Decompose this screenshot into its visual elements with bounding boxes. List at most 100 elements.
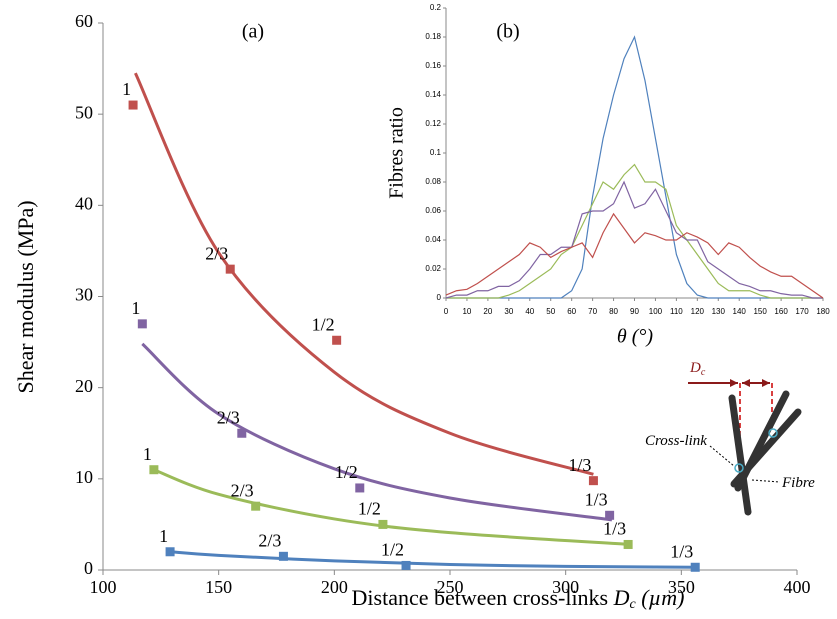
y-tick-label: 0.16 — [425, 61, 441, 70]
fibre — [730, 408, 802, 488]
y-tick-label: 0.04 — [425, 235, 441, 244]
inset-y-label: Fibres ratio — [386, 107, 408, 199]
x-tick-label: 170 — [795, 307, 809, 316]
pointer — [709, 445, 735, 467]
y-tick-label: 0 — [437, 293, 442, 302]
x-tick-label: 150 — [753, 307, 767, 316]
y-tick-label: 0.02 — [425, 264, 441, 273]
line — [445, 180, 823, 299]
y-tick-label: 0.08 — [425, 177, 441, 186]
inset-x-label: θ (°) — [617, 326, 653, 348]
x-tick-label: 30 — [504, 307, 513, 316]
x-tick-label: 150 — [205, 577, 232, 597]
arrowhead — [730, 379, 738, 387]
dc-sub: c — [701, 367, 706, 378]
x-tick-label: 60 — [567, 307, 576, 316]
x-tick-label: 200 — [321, 577, 348, 597]
x-tick-label: 90 — [630, 307, 639, 316]
x-tick-label: 140 — [733, 307, 747, 316]
y-tick-label: 0.12 — [425, 119, 441, 128]
x-tick-label: 350 — [668, 577, 695, 597]
x-tick-label: 10 — [462, 307, 471, 316]
line — [446, 35, 823, 299]
point-label: 1/2 — [312, 314, 335, 334]
x-axis-label: Distance between cross-links Dc (µm) — [352, 585, 685, 615]
point-label: 1/3 — [670, 541, 693, 561]
marker — [605, 510, 615, 520]
fit-curve — [153, 468, 631, 546]
y-tick-label: 0.18 — [425, 32, 441, 41]
x-tick-label: 80 — [609, 307, 618, 316]
marker — [355, 483, 365, 493]
marker — [332, 335, 342, 345]
y-tick-label: 40 — [75, 193, 93, 213]
fibre-label: Fibre — [781, 475, 815, 491]
chart-title: (a) — [242, 21, 264, 43]
fit-curve — [169, 550, 696, 569]
point-label: 1/3 — [585, 489, 608, 509]
point-label: 1 — [159, 526, 168, 546]
y-tick-label: 0.1 — [430, 148, 442, 157]
point-label: 1 — [131, 298, 140, 318]
point-label: 2/3 — [258, 530, 281, 550]
marker — [401, 560, 411, 570]
dc-label: Dc — [689, 360, 706, 378]
x-tick-label: 110 — [670, 307, 683, 316]
line — [446, 163, 823, 299]
cross-link — [768, 428, 778, 438]
x-tick-label: 180 — [816, 307, 830, 316]
fit-curve — [134, 72, 594, 476]
marker — [690, 562, 700, 572]
pointer — [751, 479, 781, 483]
x-tick-label: 100 — [90, 577, 117, 597]
marker — [165, 547, 175, 557]
x-tick-label: 70 — [588, 307, 597, 316]
x-tick-label: 130 — [712, 307, 726, 316]
marker — [128, 100, 138, 110]
x-tick-label: 250 — [437, 577, 464, 597]
point-label: 2/3 — [217, 407, 240, 427]
point-label: 1/2 — [335, 462, 358, 482]
marker — [225, 264, 235, 274]
x-tick-label: 40 — [525, 307, 534, 316]
marker — [237, 428, 247, 438]
arrowhead — [762, 379, 770, 387]
x-label-text: Distance between cross-links — [352, 585, 609, 610]
diagram: Dc Cross-link Fibre — [645, 360, 815, 516]
y-tick-label: 0.14 — [425, 90, 441, 99]
inset-title: (b) — [496, 21, 519, 43]
x-label-sub: c — [630, 597, 637, 612]
point-label: 1/2 — [358, 499, 381, 519]
point-label: 2/3 — [231, 480, 254, 500]
cross-link — [734, 463, 744, 473]
marker — [588, 476, 598, 486]
point-label: 1 — [143, 444, 152, 464]
y-tick-label: 0.06 — [425, 206, 441, 215]
crosslink-label: Cross-link — [645, 433, 707, 449]
marker — [378, 519, 388, 529]
marker — [278, 551, 288, 561]
point-label: 2/3 — [205, 243, 228, 263]
x-tick-label: 120 — [691, 307, 705, 316]
y-tick-label: 30 — [75, 285, 93, 305]
x-tick-label: 300 — [552, 577, 579, 597]
point-label: 1/2 — [381, 540, 404, 560]
x-tick-label: 20 — [483, 307, 492, 316]
marker — [251, 501, 261, 511]
y-tick-label: 0.2 — [430, 3, 442, 12]
x-tick-label: 50 — [546, 307, 555, 316]
y-tick-label: 20 — [75, 376, 93, 396]
fit-curve — [141, 342, 613, 522]
marker — [149, 465, 159, 475]
x-label-symbol: D — [613, 585, 630, 610]
dc-symbol: D — [689, 360, 701, 376]
y-tick-label: 10 — [75, 467, 93, 487]
fibre — [728, 394, 752, 516]
line — [445, 212, 824, 299]
point-label: 1/3 — [603, 519, 626, 539]
x-tick-label: 400 — [784, 577, 811, 597]
x-tick-label: 160 — [774, 307, 788, 316]
y-tick-label: 60 — [75, 11, 93, 31]
x-tick-label: 0 — [444, 307, 449, 316]
marker — [623, 539, 633, 549]
